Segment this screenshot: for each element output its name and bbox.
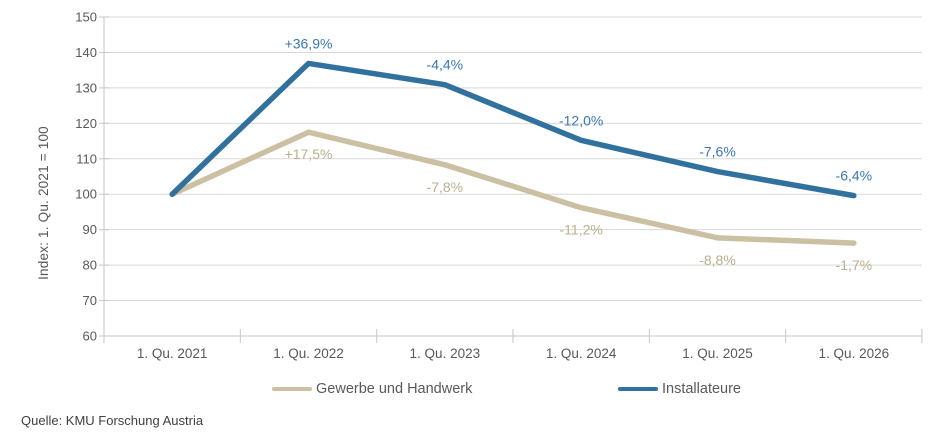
y-tick-label: 130 [75, 80, 97, 95]
data-label: -1,7% [836, 257, 873, 273]
legend-label-gewerbe: Gewerbe und Handwerk [316, 381, 473, 397]
data-label: -11,2% [560, 222, 603, 238]
legend-item-gewerbe: Gewerbe und Handwerk [272, 378, 472, 400]
series-line-1 [169, 60, 857, 199]
legend-item-installateure: Installateure [618, 378, 741, 400]
y-tick-label: 90 [83, 222, 97, 237]
data-label: -12,0% [559, 112, 603, 128]
y-tick-label: 150 [75, 10, 97, 25]
y-axis-title: Index: 1. Qu. 2021 = 100 [36, 126, 51, 280]
x-tick-label: 1. Qu. 2023 [410, 346, 481, 361]
x-tick-label: 1. Qu. 2025 [682, 346, 753, 361]
x-tick-label: 1. Qu. 2026 [819, 346, 890, 361]
x-tick-label: 1. Qu. 2022 [273, 346, 344, 361]
series-labels-0: +17,5% -7,8% -11,2% -8,8% -1,7% [285, 146, 873, 273]
data-label: +36,9% [285, 35, 333, 51]
series-line-0 [169, 129, 857, 246]
series-labels-1: +36,9% -4,4% -12,0% -7,6% -6,4% [285, 35, 873, 183]
y-tick-labels: 60 70 80 90 100 110 120 130 140 150 [75, 10, 97, 344]
data-label: +17,5% [285, 146, 333, 162]
data-label: -4,4% [427, 57, 464, 73]
legend: Gewerbe und Handwerk Installateure [0, 378, 944, 400]
y-tick-label: 140 [75, 45, 97, 60]
y-tick-label: 70 [83, 293, 97, 308]
legend-line-swatch-gewerbe [272, 386, 312, 392]
data-label: -6,4% [836, 168, 873, 184]
x-tick-labels: 1. Qu. 2021 1. Qu. 2022 1. Qu. 2023 1. Qu. … [137, 346, 889, 361]
legend-label-installateure: Installateure [662, 381, 741, 397]
gridlines [104, 16, 922, 302]
data-label: -7,6% [699, 144, 736, 160]
data-label: -8,8% [699, 252, 736, 268]
x-tick-label: 1. Qu. 2021 [137, 346, 208, 361]
y-tick-label: 80 [83, 258, 97, 273]
legend-line-swatch-installateure [618, 386, 658, 392]
y-tick-label: 60 [83, 329, 97, 344]
axes [103, 17, 922, 337]
data-label: -7,8% [427, 179, 464, 195]
y-tick-label: 110 [76, 151, 97, 166]
x-tick-label: 1. Qu. 2024 [546, 346, 617, 361]
source-note: Quelle: KMU Forschung Austria [21, 413, 204, 428]
y-tick-label: 100 [75, 187, 97, 202]
y-tick-label: 120 [75, 116, 97, 131]
tick-marks [99, 16, 923, 343]
